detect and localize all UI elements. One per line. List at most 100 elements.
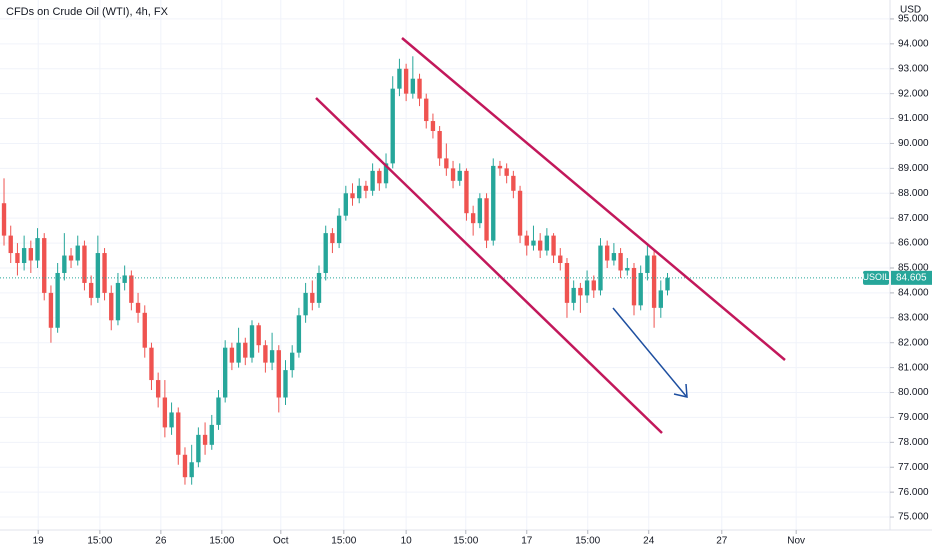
candle-body	[558, 255, 563, 264]
x-tick-label: 10	[401, 536, 413, 547]
x-tick-label: 17	[521, 536, 533, 547]
candle-body	[350, 193, 355, 199]
y-tick-label: 95.000	[898, 14, 929, 25]
y-tick-label: 76.000	[898, 487, 929, 498]
candle-body	[457, 170, 462, 181]
x-tick-label: 19	[33, 536, 45, 547]
candle-body	[336, 215, 342, 244]
y-tick-label: 75.000	[898, 512, 929, 523]
candle-body	[176, 412, 181, 455]
candle-body	[135, 302, 141, 313]
y-tick-label: 84.000	[898, 288, 929, 299]
candle-body	[625, 267, 630, 271]
candle-body	[209, 424, 214, 445]
candles	[0, 56, 890, 485]
candle-body	[517, 190, 523, 236]
candle-body	[390, 88, 395, 164]
candle-body	[598, 245, 603, 291]
candle-body	[62, 255, 67, 273]
candle-body	[142, 312, 147, 348]
candle-body	[430, 121, 436, 132]
candle-body	[464, 170, 469, 214]
candle-body	[363, 185, 369, 191]
candle-body	[296, 315, 302, 353]
y-tick-label: 91.000	[898, 113, 929, 124]
x-tick-label: 15:00	[453, 536, 478, 547]
y-tick-label: 93.000	[898, 63, 929, 74]
candle-body	[169, 412, 174, 428]
candle-body	[377, 170, 382, 184]
candle-body	[531, 240, 536, 246]
x-tick-label: 15:00	[331, 536, 356, 547]
candle-body	[189, 462, 194, 478]
candle-body	[216, 397, 221, 425]
candle-body	[444, 158, 449, 169]
candle-body	[88, 282, 94, 298]
candle-body	[357, 185, 362, 199]
candle-body	[544, 235, 550, 251]
y-tick-label: 94.000	[898, 38, 929, 49]
arrow	[612, 307, 687, 397]
candle-body	[276, 350, 281, 398]
candle-body	[182, 454, 188, 478]
candle-body	[68, 255, 74, 261]
candle-body	[524, 235, 529, 246]
candle-body	[236, 342, 241, 363]
candle-body	[343, 193, 348, 216]
candle-body	[571, 287, 576, 303]
y-tick-label: 86.000	[898, 238, 929, 249]
candle-body	[417, 78, 422, 99]
candle-body	[303, 292, 308, 316]
last-price-label: 84.605	[896, 272, 927, 283]
candle-body	[638, 272, 643, 306]
candle-body	[330, 233, 335, 244]
x-tick-label: 15:00	[575, 536, 600, 547]
candle-body	[75, 245, 80, 261]
arrow-head	[673, 383, 688, 398]
candle-body	[484, 198, 489, 241]
candle-body	[437, 131, 442, 159]
candle-body	[618, 253, 623, 271]
x-tick-label: Nov	[787, 536, 805, 547]
x-tick-label: 27	[716, 536, 728, 547]
candle-body	[82, 245, 87, 283]
candle-body	[537, 240, 543, 251]
candle-body	[578, 287, 583, 296]
candle-body	[249, 325, 255, 358]
candle-body	[42, 238, 47, 293]
candle-body	[15, 253, 20, 264]
candle-body	[584, 280, 590, 296]
candle-body	[316, 272, 322, 303]
y-tick-label: 89.000	[898, 163, 929, 174]
candle-body	[383, 163, 389, 184]
candle-body	[21, 248, 27, 264]
y-tick-label: 88.000	[898, 188, 929, 199]
axes: 75.000 76.000 77.000 78.000 79.000 80.000 81.0…	[33, 14, 932, 547]
last-price-badge	[891, 270, 932, 285]
x-tick-label: 15:00	[87, 536, 112, 547]
candle-body	[149, 347, 154, 381]
y-tick-label: 78.000	[898, 437, 929, 448]
candle-body	[283, 370, 288, 398]
y-tick-label: 85.000	[898, 263, 929, 274]
candle-body	[28, 248, 34, 261]
candle-body	[410, 78, 416, 94]
candle-body	[95, 253, 101, 298]
candle-body	[591, 280, 596, 291]
candle-body	[491, 165, 496, 241]
candle-body	[8, 235, 13, 254]
candle-body	[162, 397, 168, 428]
candle-body	[310, 292, 315, 303]
candle-body	[450, 168, 456, 181]
y-tick-label: 77.000	[898, 462, 929, 473]
candle-body	[122, 275, 127, 283]
x-tick-label: 26	[155, 536, 167, 547]
candle-body	[658, 290, 663, 308]
candle-body	[229, 347, 235, 363]
candle-body	[115, 282, 121, 321]
candle-body	[370, 170, 375, 191]
y-tick-label: 83.000	[898, 312, 929, 323]
x-tick-label: 15:00	[209, 536, 234, 547]
candle-body	[129, 275, 134, 303]
